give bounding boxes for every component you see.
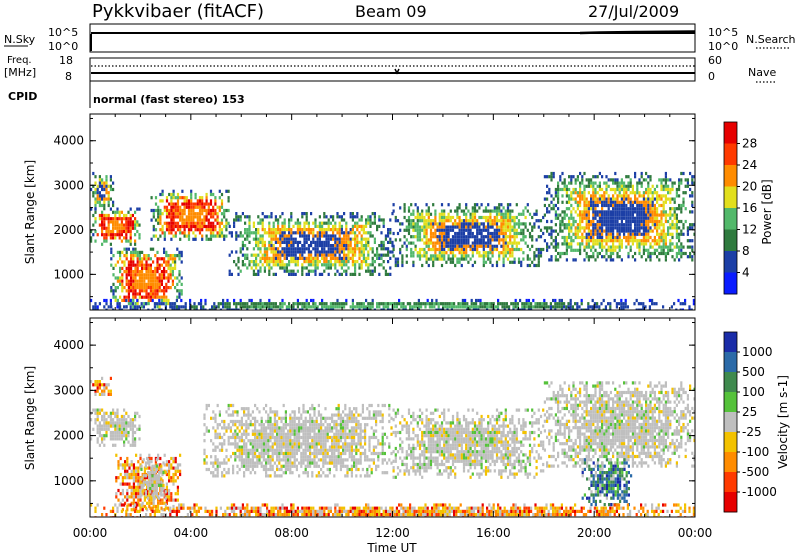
colorbar-tick-label: 24 <box>742 158 757 172</box>
colorbar-swatch <box>724 208 737 230</box>
colorbar-swatch <box>724 492 737 513</box>
colorbar-swatch <box>724 272 737 295</box>
colorbar-tick-label: 4 <box>742 266 750 280</box>
colorbar-tick-label: 20 <box>742 180 757 194</box>
beam-label: Beam 09 <box>355 2 427 21</box>
colorbar-tick-label: 500 <box>742 365 765 379</box>
nsky-label: N.Sky <box>4 33 36 46</box>
data-region-4 <box>140 458 167 500</box>
data-region-2 <box>90 207 141 246</box>
colorbar-swatch <box>724 432 737 453</box>
colorbar-swatch <box>724 229 737 252</box>
data-region-6 <box>392 203 545 268</box>
x-tick-label: 04:00 <box>174 526 209 540</box>
data-region-3 <box>110 247 183 309</box>
colorbar-tick-label: -500 <box>742 465 769 479</box>
x-tick-label: 00:00 <box>73 526 108 540</box>
colorbar-tick-label: 1000 <box>742 345 773 359</box>
velocity-ylabel: Slant Range [km] <box>23 366 37 470</box>
nsky-panel: N.Sky 10^5 10^0 10^5 10^0 N.Search <box>4 23 796 53</box>
nsky-tick-top: 10^5 <box>48 26 78 39</box>
data-region-2 <box>90 408 141 447</box>
colorbar-swatch <box>724 412 737 433</box>
chart-title: Pykkvibaer (fitACF) <box>92 1 264 22</box>
colorbar-tick-label: 8 <box>742 244 750 258</box>
x-tick-label: 12:00 <box>375 526 410 540</box>
nsearch-label: N.Search <box>746 33 796 46</box>
colorbar-swatch <box>724 332 737 353</box>
nave-tick-top: 60 <box>708 54 722 67</box>
data-region-8 <box>581 458 633 507</box>
power-ylabel: Slant Range [km] <box>23 160 37 264</box>
data-region-6 <box>392 408 545 479</box>
nave-tick-bottom: 0 <box>708 70 715 83</box>
colorbar-swatch <box>724 251 737 273</box>
colorbar-swatch <box>724 122 737 144</box>
freq-label-line2: [MHz] <box>4 66 36 79</box>
y-tick-label: 4000 <box>53 338 84 352</box>
cpid-text: normal (fast stereo) 153 <box>93 93 245 106</box>
x-tick-label: 08:00 <box>274 526 309 540</box>
freq-label-line1: Freq. <box>7 55 32 66</box>
colorbar-tick-label: 12 <box>742 223 757 237</box>
freq-tick-top: 18 <box>59 54 73 67</box>
data-region-7 <box>543 381 695 468</box>
colorbar-swatch <box>724 452 737 473</box>
nave-label: Nave <box>748 66 776 79</box>
data-region-5 <box>203 403 393 478</box>
colorbar-tick-label: -100 <box>742 445 769 459</box>
velocity-panel: 1000 2000 3000 4000 00:00 04:00 08:00 12:00 16:0… <box>23 317 790 554</box>
colorbar-swatch <box>724 372 737 393</box>
x-tick-label: 16:00 <box>476 526 511 540</box>
nsearch-tick-bottom: 10^0 <box>708 40 738 53</box>
y-tick-label: 4000 <box>53 134 84 148</box>
data-region-1 <box>90 376 112 396</box>
nsearch-tick-top: 10^5 <box>708 26 738 39</box>
x-tick-label: 20:00 <box>577 526 612 540</box>
freq-panel: Freq. [MHz] 18 8 60 0 Nave <box>4 54 776 83</box>
data-region-1 <box>90 171 115 211</box>
y-tick-label: 3000 <box>53 383 84 397</box>
colorbar-swatch <box>724 392 737 413</box>
x-tick-label: 00:00 <box>678 526 713 540</box>
data-region-5 <box>228 212 394 276</box>
nsky-tick-bottom: 10^0 <box>48 40 78 53</box>
colorbar-swatch <box>724 143 737 166</box>
power-panel: 1000 2000 3000 4000 Slant Range [km] 4 8 12 16… <box>23 113 774 311</box>
colorbar-tick-label: 16 <box>742 201 757 215</box>
colorbar-tick-label: 25 <box>742 405 757 419</box>
y-tick-label: 2000 <box>53 223 84 237</box>
velocity-colorbar-label: Velocity [m s-1] <box>776 375 790 469</box>
y-tick-label: 3000 <box>53 178 84 192</box>
cpid-label: CPID <box>8 90 37 103</box>
y-tick-label: 1000 <box>53 267 84 281</box>
data-region-9 <box>90 503 695 517</box>
cpid-panel: CPID normal (fast stereo) 153 <box>8 81 245 108</box>
time-axis-label: Time UT <box>366 541 417 554</box>
colorbar-swatch <box>724 186 737 209</box>
data-region-7 <box>543 171 695 262</box>
data-region-4 <box>150 189 230 241</box>
colorbar-tick-label: 28 <box>742 137 757 151</box>
date-label: 27/Jul/2009 <box>588 2 679 21</box>
power-colorbar-label: Power [dB] <box>760 179 774 244</box>
colorbar-tick-label: -1000 <box>742 485 777 499</box>
colorbar-tick-label: -25 <box>742 425 762 439</box>
colorbar-tick-label: 100 <box>742 385 765 399</box>
data-region-8 <box>90 298 695 310</box>
y-tick-label: 1000 <box>53 474 84 488</box>
y-tick-label: 2000 <box>53 429 84 443</box>
colorbar-swatch <box>724 165 737 187</box>
colorbar-swatch <box>724 352 737 373</box>
freq-tick-bottom: 8 <box>65 70 72 83</box>
colorbar-swatch <box>724 472 737 493</box>
